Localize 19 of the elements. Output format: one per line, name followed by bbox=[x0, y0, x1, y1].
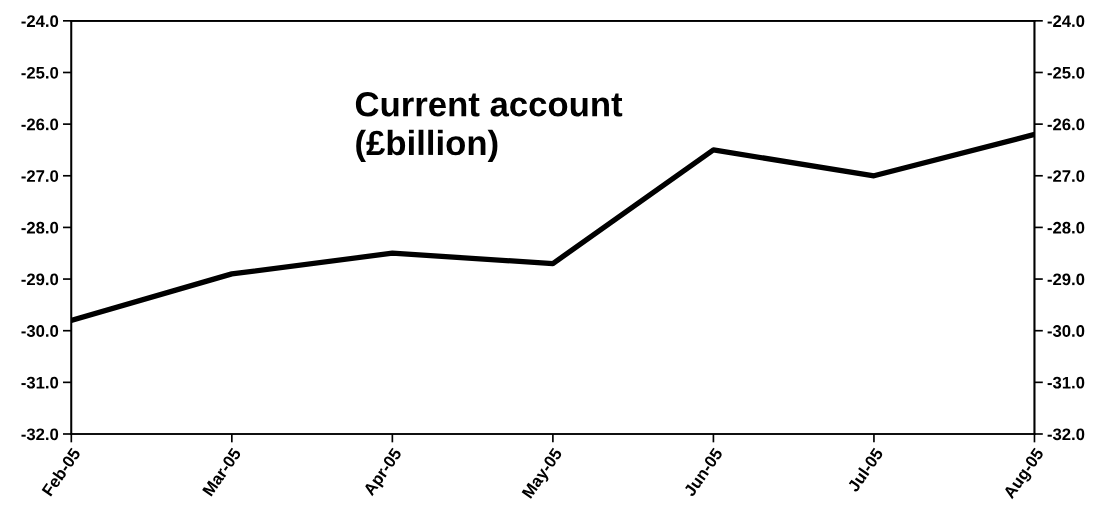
y-tick-label: -28.0 bbox=[21, 221, 59, 234]
y-tick-label: -26.0 bbox=[21, 118, 59, 131]
y-tick-label: -29.0 bbox=[21, 273, 59, 286]
y2-tick-label: -32.0 bbox=[1047, 428, 1085, 441]
y-tick-label: -27.0 bbox=[21, 170, 59, 182]
y2-tick-label: -26.0 bbox=[1047, 118, 1085, 131]
y-tick-label: -25.0 bbox=[21, 66, 59, 79]
y2-tick-label: -25.0 bbox=[1047, 66, 1085, 79]
y2-tick-label: -24.0 bbox=[1047, 15, 1085, 28]
y-tick-label: -31.0 bbox=[21, 376, 59, 389]
text: Current account (£billion) bbox=[355, 91, 623, 163]
y2-tick-label: -29.0 bbox=[1047, 273, 1085, 286]
y2-tick-label: -27.0 bbox=[1047, 170, 1085, 182]
y-tick-label: -32.0 bbox=[21, 428, 59, 441]
y2-tick-label: -31.0 bbox=[1047, 376, 1085, 389]
y2-tick-label: -30.0 bbox=[1047, 325, 1085, 337]
y-tick-label: -24.0 bbox=[21, 15, 59, 28]
y2-tick-label: -28.0 bbox=[1047, 221, 1085, 234]
y-tick-label: -30.0 bbox=[21, 325, 59, 337]
